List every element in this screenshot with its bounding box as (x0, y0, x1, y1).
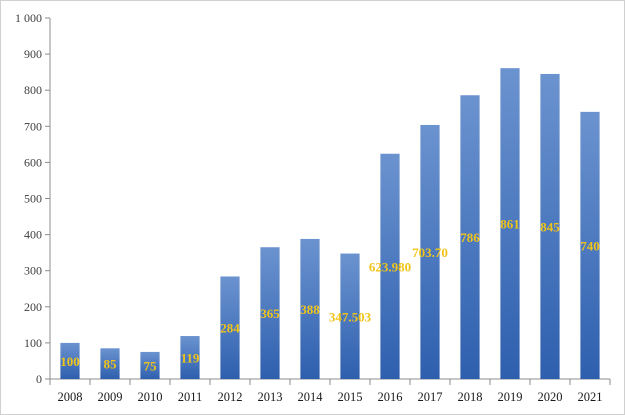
bar-2020 (540, 73, 560, 379)
x-tick-label: 2010 (138, 390, 163, 404)
x-tick-label: 2016 (378, 390, 403, 404)
bar-2013 (260, 247, 280, 379)
x-tick-label: 2018 (458, 390, 483, 404)
x-tick-label: 2021 (578, 390, 603, 404)
bar-2021 (580, 111, 600, 380)
y-tick-label: 0 (36, 372, 42, 386)
data-label-2017: 703.70 (412, 245, 448, 260)
bar-2014 (300, 238, 320, 379)
bar-2017 (420, 124, 440, 380)
x-tick-label: 2019 (498, 390, 523, 404)
x-tick-label: 2015 (338, 390, 363, 404)
data-label-2008: 100 (60, 354, 80, 369)
bar-2008 (60, 342, 80, 379)
y-tick-label: 600 (24, 155, 42, 169)
y-tick-label: 400 (24, 228, 42, 242)
y-tick-label: 300 (24, 264, 42, 278)
bar-2015 (340, 253, 360, 379)
data-label-2015: 347.503 (329, 309, 372, 324)
y-tick-label: 1 000 (15, 11, 42, 25)
y-tick-label: 200 (24, 300, 42, 314)
bar-2009 (100, 348, 120, 379)
data-label-2012: 284 (220, 321, 240, 336)
bar-2018 (460, 95, 480, 379)
data-label-2010: 75 (144, 358, 158, 373)
x-tick-label: 2013 (258, 390, 283, 404)
bars (60, 68, 600, 380)
y-tick-label: 800 (24, 83, 42, 97)
x-tick-label: 2020 (538, 390, 563, 404)
bar-2010 (140, 351, 160, 379)
x-tick-label: 2014 (298, 390, 324, 404)
bar-2019 (500, 68, 520, 379)
y-tick-label: 100 (24, 336, 42, 350)
x-tick-label: 2009 (98, 390, 123, 404)
y-tick-label: 700 (24, 119, 42, 133)
bar-2012 (220, 276, 240, 379)
data-label-2016: 623.980 (369, 259, 411, 274)
y-tick-label: 900 (24, 47, 42, 61)
data-label-2009: 85 (104, 357, 118, 372)
x-tick-label: 2011 (178, 390, 203, 404)
x-tick-label: 2012 (218, 390, 243, 404)
data-label-2021: 740 (580, 238, 600, 253)
data-label-2020: 845 (540, 219, 560, 234)
bar-2016 (380, 153, 400, 379)
data-label-2019: 861 (500, 217, 520, 232)
x-tick-label: 2008 (58, 390, 83, 404)
data-label-2013: 365 (260, 306, 280, 321)
data-label-2014: 388 (300, 302, 320, 317)
x-tick-label: 2017 (418, 390, 443, 404)
bar-2011 (180, 336, 200, 379)
data-label-2018: 786 (460, 230, 480, 245)
data-label-2011: 119 (181, 351, 200, 366)
y-tick-label: 500 (24, 192, 42, 206)
